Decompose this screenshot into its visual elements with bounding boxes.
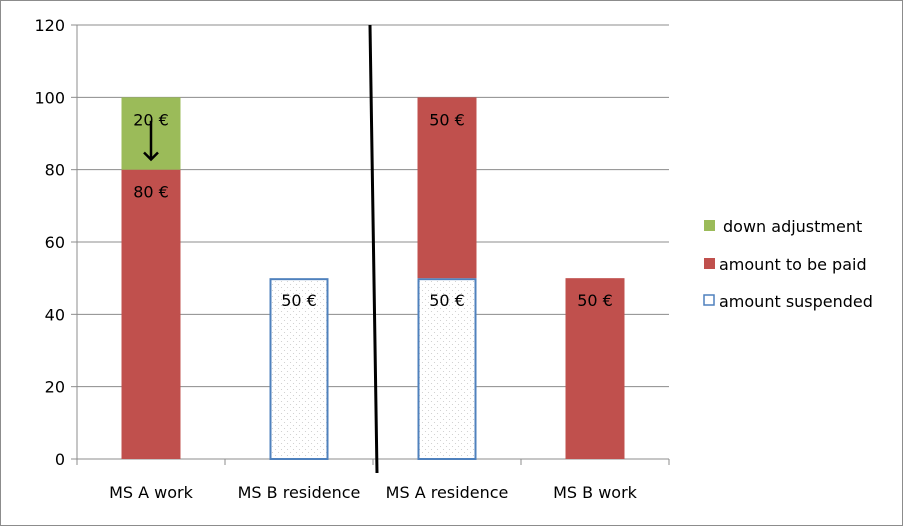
bar-amount-to-be-paid [417, 97, 477, 279]
y-tick-label: 60 [45, 233, 65, 252]
x-tick-label: MS B work [553, 483, 638, 502]
annotations [143, 24, 379, 474]
data-label: 50 € [429, 291, 465, 310]
y-tick-label: 40 [45, 305, 65, 324]
down-arrow-head-icon [143, 151, 159, 162]
y-tick-label: 20 [45, 378, 65, 397]
legend-swatch-amount-suspended [703, 294, 715, 306]
x-tick-label: MS B residence [238, 483, 361, 502]
y-tick-label: 80 [45, 161, 65, 180]
legend-label: amount suspended [719, 292, 873, 311]
bar-amount-to-be-paid [121, 169, 181, 459]
bar-amount-suspended [417, 278, 477, 460]
data-label: 50 € [429, 110, 465, 129]
x-tick-label: MS A work [109, 483, 194, 502]
data-label: 50 € [577, 291, 613, 310]
legend-label: amount to be paid [719, 255, 867, 274]
divider-line [368, 24, 379, 474]
data-label: 20 € [133, 110, 169, 129]
bar-amount-to-be-paid [565, 278, 625, 459]
data-label: 80 € [133, 183, 169, 202]
data-labels: 80 € 20 € 50 € 50 € 50 € 50 € [133, 110, 613, 310]
y-tick-label: 120 [34, 16, 65, 35]
legend-swatch-amount-to-be-paid [704, 258, 715, 269]
legend-swatch-down-adjustment [704, 220, 715, 231]
bars [121, 97, 625, 460]
legend: down adjustment amount to be paid amount s… [703, 217, 873, 311]
y-tick-label: 100 [34, 88, 65, 107]
bar-amount-suspended [269, 278, 329, 460]
data-label: 50 € [281, 291, 317, 310]
y-tick-label: 0 [55, 450, 65, 469]
legend-label: down adjustment [723, 217, 862, 236]
x-tick-label: MS A residence [386, 483, 509, 502]
